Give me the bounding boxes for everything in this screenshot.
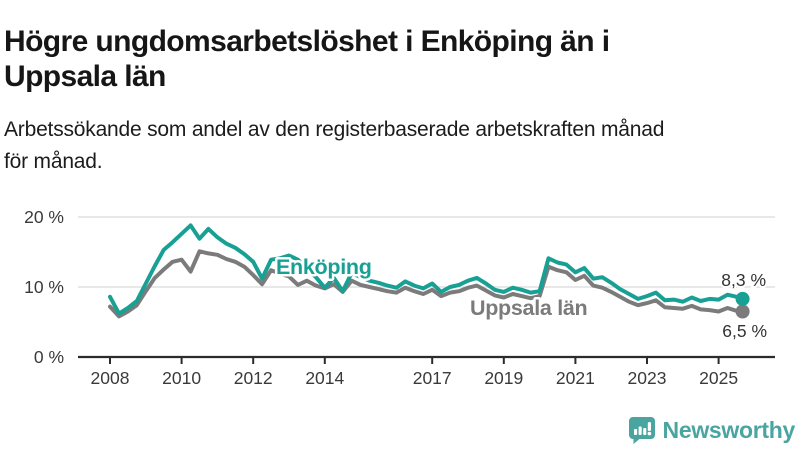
series-line-enkoping: [108, 223, 745, 316]
end-value-label-enkoping: 8,3 %: [721, 270, 766, 290]
y-tick-label: 10 %: [24, 277, 64, 297]
x-tick-label-2025: 2025: [699, 368, 738, 388]
page-title: Högre ungdomsarbetslöshet i Enköping än …: [4, 24, 764, 94]
end-value-label-uppsala-lan: 6,5 %: [722, 321, 767, 341]
x-tick-label-2017: 2017: [413, 368, 452, 388]
subtitle-line-1: Arbetssökande som andel av den registerb…: [4, 118, 665, 141]
series-label-uppsala-lan: Uppsala län: [470, 296, 587, 320]
x-tick-label-2021: 2021: [556, 368, 595, 388]
title-line-1: Högre ungdomsarbetslöshet i Enköping än …: [4, 25, 610, 59]
newsworthy-brand-text: Newsworthy: [662, 416, 796, 443]
x-tick-label-2019: 2019: [484, 368, 523, 388]
subtitle-line-2: för månad.: [4, 150, 103, 173]
y-tick-label: 20 %: [24, 207, 64, 227]
title-line-2: Uppsala län: [4, 60, 166, 94]
series-label-enkoping: Enköping: [276, 255, 372, 279]
x-tick-label-2012: 2012: [234, 368, 273, 388]
chart-subtitle: Arbetssökande som andel av den registerb…: [4, 114, 796, 178]
newsworthy-logo: Newsworthy: [628, 415, 795, 445]
newsworthy-logo-icon: [628, 417, 655, 444]
series-line-uppsala-lan: [108, 249, 745, 319]
x-tick-label-2010: 2010: [162, 368, 201, 388]
x-tick-label-2014: 2014: [305, 368, 344, 388]
series-end-dot-enkoping: [735, 291, 750, 306]
x-tick-label-2008: 2008: [91, 368, 130, 388]
series-end-dot-uppsala-lan: [735, 304, 750, 319]
x-tick-label-2023: 2023: [628, 368, 667, 388]
y-tick-label: 0 %: [34, 347, 64, 367]
